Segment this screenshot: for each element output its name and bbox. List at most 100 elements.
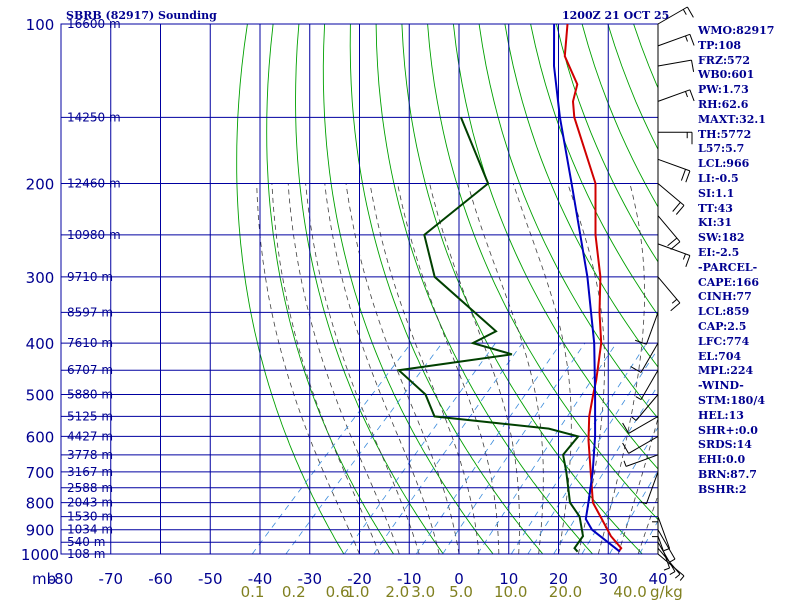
stat-item: MAXT:32.1 <box>698 112 766 126</box>
wind-barb-staff <box>657 529 676 560</box>
mixing-ratio-label: 10.0 <box>494 583 527 600</box>
stat-item: BRN:87.7 <box>698 467 757 481</box>
height-label: 3778 m <box>67 448 113 462</box>
wind-barb-staff <box>640 369 659 400</box>
mixing-ratio-label: 1.0 <box>346 583 370 600</box>
wind-barb-half <box>631 416 637 421</box>
wind-barb-staff <box>657 59 692 67</box>
mixing-ratio-line <box>415 342 562 554</box>
stat-item: EHI:0.0 <box>698 453 746 467</box>
wind-barb-staff <box>657 89 691 102</box>
mixing-ratio-label: 2.0 <box>385 583 409 600</box>
mixing-ratio-line <box>553 384 658 554</box>
wind-barb-full <box>685 255 691 267</box>
wind-barb-staff <box>657 516 671 549</box>
wind-barb-staff <box>640 342 659 373</box>
height-label: 5880 m <box>67 388 113 402</box>
height-label: 7610 m <box>67 336 113 350</box>
stat-item: BSHR:2 <box>698 482 747 496</box>
wind-barb-full <box>689 89 695 102</box>
wind-barb-full <box>672 201 681 212</box>
temperature-tick-label: -10 <box>397 570 422 588</box>
wind-barb <box>631 394 659 421</box>
wind-barb <box>658 131 693 145</box>
wind-barb <box>657 553 685 581</box>
wind-barb <box>652 502 659 538</box>
wind-barb-full <box>689 34 695 46</box>
stat-item: KI:31 <box>698 216 733 230</box>
stat-item: HEL:13 <box>698 408 744 422</box>
mixing-ratio-line <box>251 342 412 554</box>
wind-barb <box>623 454 659 467</box>
wind-barb-half <box>685 35 688 42</box>
temperature-tick-label: -60 <box>148 570 173 588</box>
wind-barb-half <box>685 91 688 98</box>
pressure-label: 200 <box>26 176 55 194</box>
mix-unit-label: g/kg <box>650 583 683 600</box>
parcel-line <box>552 24 621 553</box>
wind-barb-full <box>675 205 685 215</box>
wind-barb-half <box>682 9 687 15</box>
stat-item: -PARCEL- <box>698 260 758 274</box>
stat-item: -WIND- <box>698 379 744 393</box>
stat-item: RH:62.6 <box>698 97 749 111</box>
wind-barb <box>657 276 681 312</box>
chart-title: SBRB (82917) Sounding <box>66 9 217 22</box>
temperature-tick-label: -50 <box>198 570 223 588</box>
temperature-tick-label: -30 <box>298 570 323 588</box>
wind-barb <box>657 529 676 563</box>
wind-barb-staff <box>657 6 688 25</box>
wind-barb-full <box>622 422 630 434</box>
height-label: 14250 m <box>67 110 121 124</box>
wind-barb <box>657 541 676 576</box>
dry-adiabat <box>375 24 593 554</box>
wind-barb-full <box>686 6 694 18</box>
temperature-tick-label: 40 <box>648 570 667 588</box>
wind-barb-full <box>685 170 691 183</box>
mixing-ratio-label: 0.6 <box>326 583 350 600</box>
wind-barb <box>622 415 659 434</box>
wind-barb <box>657 158 691 183</box>
wind-barbs <box>622 6 695 581</box>
mixing-ratio-label: 5.0 <box>449 583 473 600</box>
dry-adiabat <box>349 24 544 554</box>
stat-item: WMO:82917 <box>698 24 775 37</box>
mixing-ratio-line <box>343 342 496 554</box>
temperature-tick-label: -80 <box>49 570 74 588</box>
dry-adiabat <box>236 24 345 554</box>
temperature-line <box>563 24 623 553</box>
stat-item: L57:5.7 <box>698 142 745 156</box>
height-label: 3167 m <box>67 465 113 479</box>
stat-item: TH:5772 <box>698 127 752 141</box>
wind-barb <box>634 312 659 345</box>
dry-adiabat <box>788 24 800 554</box>
temperature-tick-label: 20 <box>549 570 568 588</box>
stat-item: TT:43 <box>698 201 733 215</box>
stat-item: SRDS:14 <box>698 438 752 452</box>
height-label: 4427 m <box>67 429 113 443</box>
wind-barb <box>635 369 659 401</box>
wind-barb-staff <box>645 312 659 345</box>
pressure-label: 400 <box>26 335 55 353</box>
temperature-tick-label: -40 <box>248 570 273 588</box>
wind-barb <box>657 33 695 47</box>
wind-barb-full <box>670 302 681 312</box>
pressure-label: 900 <box>26 522 55 540</box>
wind-barb-staff <box>657 158 691 172</box>
stat-item: LCL:966 <box>698 157 750 171</box>
wind-barb-staff <box>657 276 681 304</box>
mixing-ratio-label: 3.0 <box>411 583 435 600</box>
dry-adiabat <box>427 24 658 521</box>
wind-barb <box>657 243 691 267</box>
dewpoint-line <box>396 116 585 553</box>
pressure-label: 100 <box>26 16 55 34</box>
temperature-tick-label: -70 <box>99 570 124 588</box>
mixing-ratio-label: 20.0 <box>549 583 582 600</box>
wind-barb-staff <box>657 243 691 256</box>
chart-time: 1200Z 21 OCT 25 <box>562 9 670 22</box>
wind-barb-half <box>671 298 678 304</box>
height-label: 2043 m <box>67 496 113 510</box>
moist-adiabat <box>512 183 572 554</box>
wind-barb-full <box>622 442 630 454</box>
height-label: 540 m <box>67 535 105 549</box>
